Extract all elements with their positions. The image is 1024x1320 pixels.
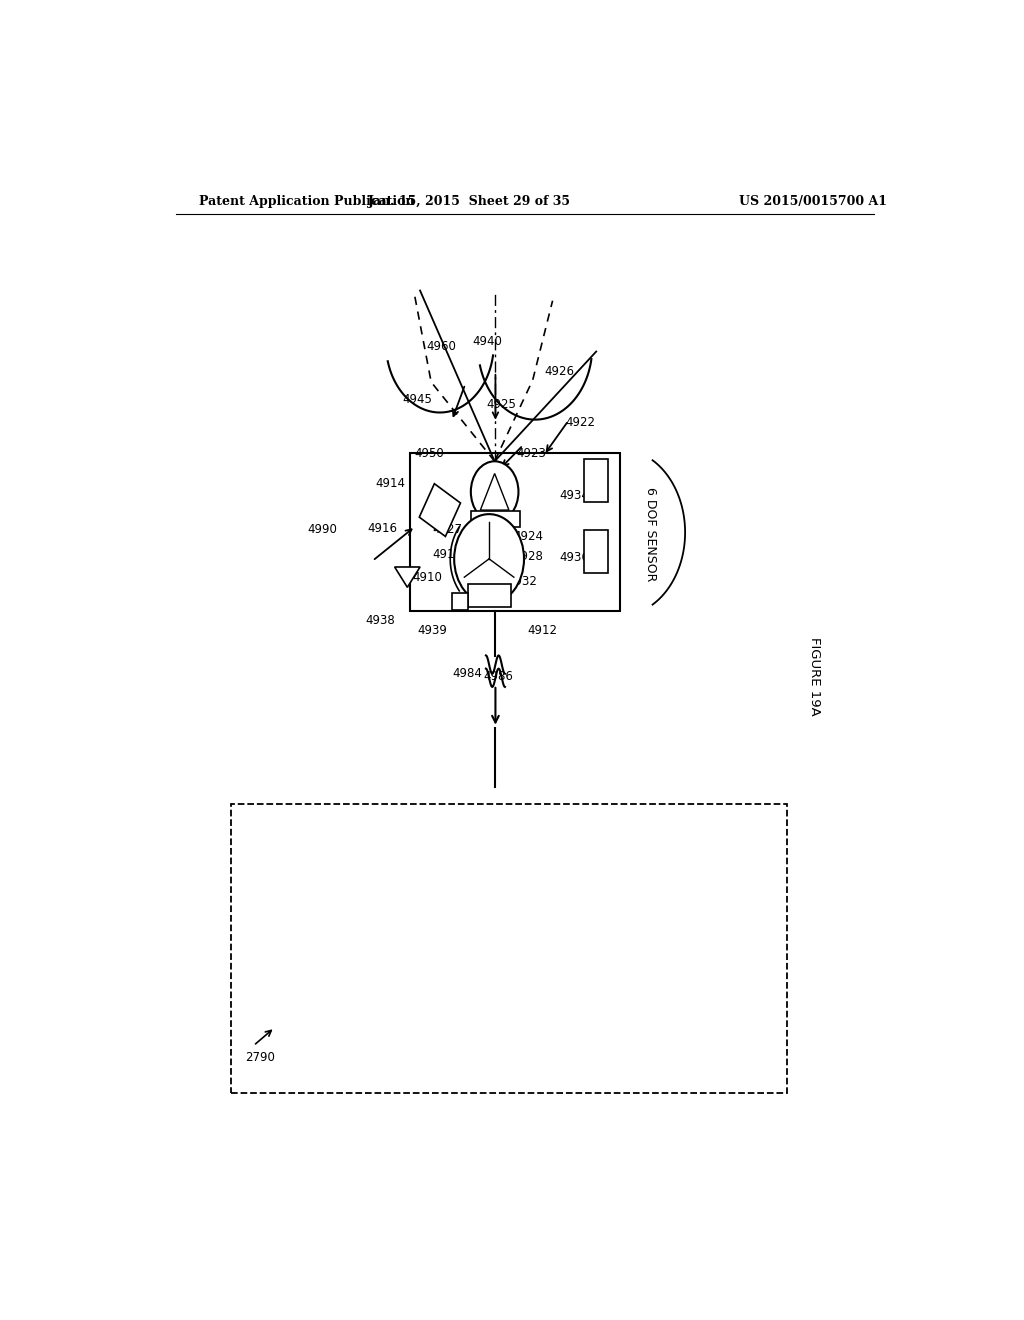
Text: 4986: 4986 [483,671,513,684]
Text: 4938: 4938 [366,614,395,627]
Text: 4924: 4924 [514,531,544,543]
Polygon shape [480,474,509,510]
Text: 4932: 4932 [508,574,538,587]
Text: 4916: 4916 [367,521,397,535]
Text: 4990: 4990 [307,523,337,536]
Text: Patent Application Publication: Patent Application Publication [200,194,415,207]
Text: 4984: 4984 [452,667,482,680]
Text: 4926: 4926 [544,366,573,379]
Text: 4934: 4934 [559,490,589,503]
Text: 4922: 4922 [565,416,595,429]
Text: Jan. 15, 2015  Sheet 29 of 35: Jan. 15, 2015 Sheet 29 of 35 [368,194,570,207]
Text: US 2015/0015700 A1: US 2015/0015700 A1 [739,194,887,207]
Text: 2790: 2790 [246,1052,275,1064]
Text: FIGURE 19A: FIGURE 19A [808,638,821,717]
FancyBboxPatch shape [231,804,786,1093]
FancyBboxPatch shape [468,585,511,607]
Text: 4927: 4927 [433,523,463,536]
Text: 4939: 4939 [417,623,446,636]
Circle shape [455,515,524,603]
Text: 6 DOF SENSOR: 6 DOF SENSOR [644,487,656,582]
Text: 4928: 4928 [514,550,544,564]
Text: 4911: 4911 [433,548,463,561]
FancyBboxPatch shape [452,594,468,610]
FancyBboxPatch shape [471,511,520,528]
Text: 4940: 4940 [472,335,503,348]
Polygon shape [419,483,461,536]
Text: 4923: 4923 [516,446,546,459]
Text: 4936: 4936 [560,552,590,565]
Text: 4950: 4950 [415,446,444,459]
Text: 4912: 4912 [527,623,557,636]
Text: 4925: 4925 [486,397,516,411]
Text: 4910: 4910 [413,570,442,583]
FancyBboxPatch shape [585,459,608,502]
Polygon shape [394,568,420,587]
Text: 4945: 4945 [402,393,432,405]
Text: 4914: 4914 [375,477,404,490]
FancyBboxPatch shape [410,453,620,611]
Text: 4960: 4960 [427,341,457,352]
Circle shape [471,461,518,523]
FancyBboxPatch shape [585,531,608,573]
